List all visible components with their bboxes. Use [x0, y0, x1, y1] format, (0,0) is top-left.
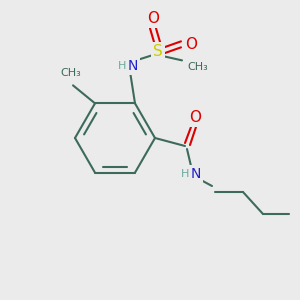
Text: O: O — [185, 37, 197, 52]
Text: O: O — [147, 11, 159, 26]
Text: N: N — [191, 167, 201, 181]
Text: N: N — [128, 59, 138, 74]
Text: O: O — [189, 110, 201, 124]
Text: CH₃: CH₃ — [188, 62, 208, 72]
Text: H: H — [181, 169, 189, 179]
Text: H: H — [118, 61, 126, 71]
Text: CH₃: CH₃ — [61, 68, 81, 78]
Text: S: S — [153, 44, 163, 59]
